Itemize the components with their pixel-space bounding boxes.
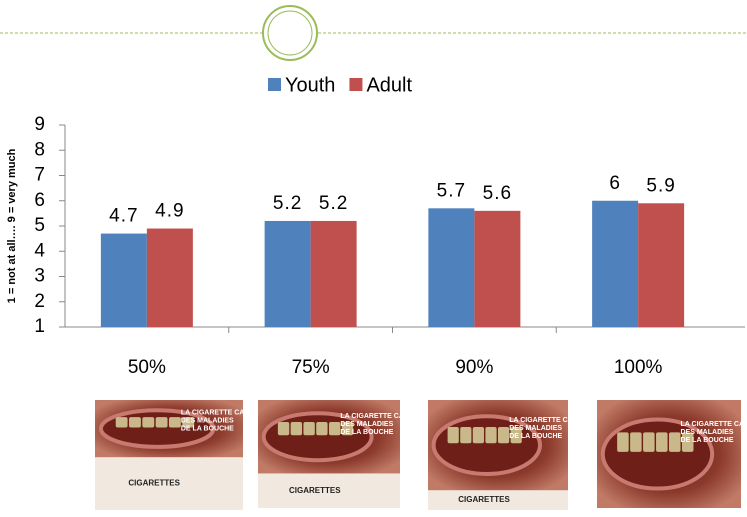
bar [474, 210, 521, 327]
tooth [182, 417, 195, 428]
bar [638, 203, 685, 327]
x-tick-label: 50% [128, 357, 166, 378]
bar [100, 233, 147, 327]
y-tick-label: 1 [34, 316, 45, 337]
tooth [643, 432, 655, 452]
tooth [129, 417, 141, 428]
y-axis-title: 1 = not at all…. 9 = very much [6, 148, 18, 303]
tooth [669, 432, 681, 452]
bar [310, 220, 357, 327]
y-tick-label: 2 [34, 291, 45, 312]
y-tick-label: 7 [34, 165, 45, 186]
value-label: 5.7 [437, 180, 466, 201]
tooth [290, 422, 303, 436]
tooth [142, 417, 155, 428]
ornament [262, 5, 318, 61]
y-tick-label: 8 [34, 139, 45, 160]
tooth [472, 427, 484, 444]
tooth [329, 422, 341, 436]
y-tick-label: 9 [34, 114, 45, 135]
x-tick-label: 75% [292, 357, 330, 378]
tooth [617, 432, 629, 452]
tooth [277, 422, 290, 436]
value-label: 5.2 [273, 193, 302, 214]
tooth [447, 427, 459, 444]
tooth [316, 422, 328, 436]
tooth [303, 422, 315, 436]
x-tick-label: 90% [455, 357, 493, 378]
ornament [267, 10, 313, 56]
tooth [485, 427, 497, 444]
brand-text: CIGARETTES [458, 495, 510, 504]
legend-swatch [268, 78, 281, 91]
value-label: 6 [609, 173, 621, 194]
bar [592, 200, 639, 327]
value-label: 5.6 [483, 183, 512, 204]
legend-swatch [349, 78, 363, 91]
tooth [656, 432, 668, 452]
tooth [630, 432, 642, 452]
brand-text: CIGARETTES [128, 479, 180, 488]
tooth [115, 417, 128, 428]
bar [146, 228, 193, 327]
value-label: 4.7 [109, 206, 138, 227]
legend-label: Adult [366, 74, 412, 96]
bar [264, 220, 311, 327]
legend-label: Youth [285, 74, 335, 96]
tooth [169, 417, 181, 428]
brand-text: CIGARETTES [289, 486, 341, 495]
tooth [460, 427, 472, 444]
tooth [155, 417, 168, 428]
y-tick-label: 3 [34, 266, 45, 287]
tooth [510, 427, 522, 444]
y-tick-label: 6 [34, 190, 45, 211]
value-label: 5.9 [646, 175, 675, 196]
tooth [681, 432, 694, 452]
value-label: 5.2 [319, 193, 348, 214]
tooth [341, 422, 354, 436]
tooth [498, 427, 510, 444]
bar [428, 208, 475, 327]
x-tick-label: 100% [614, 357, 663, 378]
value-label: 4.9 [155, 201, 184, 222]
y-tick-label: 5 [34, 215, 45, 236]
y-tick-label: 4 [34, 240, 45, 261]
